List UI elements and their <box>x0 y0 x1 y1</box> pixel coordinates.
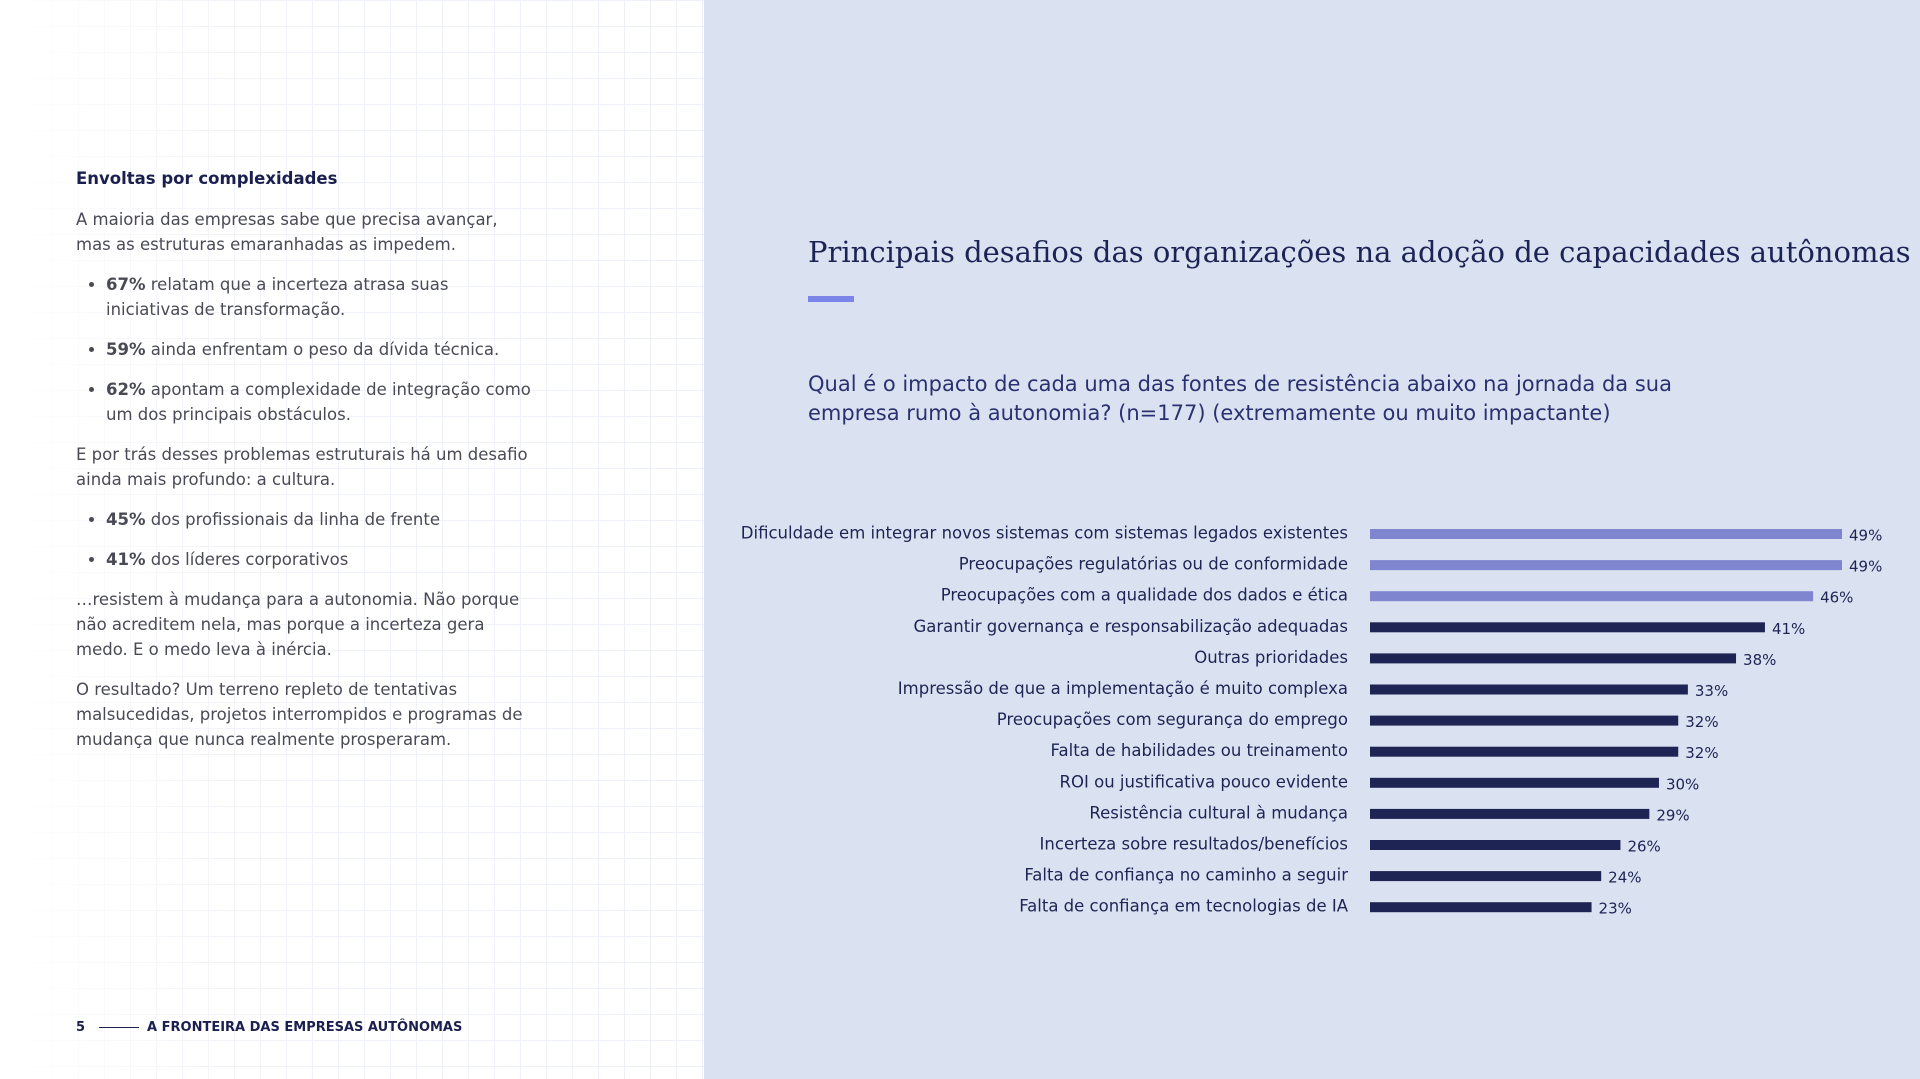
bullet-text: ainda enfrentam o peso da dívida técnica… <box>150 340 500 359</box>
category-label: Garantir governança e responsabilização … <box>913 617 1348 636</box>
category-label: Outras prioridades <box>1194 648 1348 667</box>
footer-rule <box>99 1027 140 1028</box>
body-text: Envoltas por complexidades A maioria das… <box>76 166 536 767</box>
bullet-list: 45% dos profissionais da linha de frente… <box>76 507 536 572</box>
value-label: 29% <box>1656 806 1689 824</box>
category-label: Dificuldade em integrar novos sistemas c… <box>741 524 1348 543</box>
paragraph: A maioria das empresas sabe que precisa … <box>76 210 498 254</box>
footer: 5 A FRONTEIRA DAS EMPRESAS AUTÔNOMAS <box>76 1020 462 1035</box>
bar <box>1370 808 1650 819</box>
value-label: 30% <box>1666 775 1699 793</box>
bullet-list: 67% relatam que a incerteza atrasa suas … <box>76 272 536 427</box>
bullet-stat: 62% <box>106 380 146 399</box>
page-number: 5 <box>76 1020 86 1035</box>
category-label: Falta de habilidades ou treinamento <box>1051 741 1348 760</box>
footer-title: A FRONTEIRA DAS EMPRESAS AUTÔNOMAS <box>147 1020 463 1035</box>
value-label: 46% <box>1820 589 1853 607</box>
category-label: Preocupações regulatórias ou de conformi… <box>959 555 1348 574</box>
paragraph: O resultado? Um terreno repleto de tenta… <box>76 680 523 749</box>
value-label: 38% <box>1743 651 1776 669</box>
bar <box>1370 715 1679 726</box>
bullet-stat: 67% <box>106 275 146 294</box>
bullet: 59% ainda enfrentam o peso da dívida téc… <box>106 337 536 362</box>
category-label: Preocupações com segurança do emprego <box>997 710 1348 729</box>
bullet-text: relatam que a incerteza atrasa suas inic… <box>106 275 449 319</box>
bar <box>1370 560 1842 571</box>
bullet-text: dos profissionais da linha de frente <box>150 510 441 529</box>
bullet-stat: 41% <box>106 550 146 569</box>
right-panel <box>704 0 1920 1079</box>
bullet: 45% dos profissionais da linha de frente <box>106 507 536 532</box>
bullet: 62% apontam a complexidade de integração… <box>106 377 536 427</box>
bar <box>1370 684 1688 695</box>
bullet-text: apontam a complexidade de integração com… <box>106 380 531 424</box>
bar <box>1370 840 1621 850</box>
chart-title: Principais desafios das organizações na … <box>808 235 1911 269</box>
bullet-text: dos líderes corporativos <box>150 550 349 569</box>
category-label: Preocupações com a qualidade dos dados e… <box>941 586 1348 605</box>
value-label: 49% <box>1849 527 1882 545</box>
value-label: 26% <box>1627 838 1660 856</box>
bullet: 67% relatam que a incerteza atrasa suas … <box>106 272 536 322</box>
value-label: 49% <box>1849 558 1882 576</box>
value-label: 41% <box>1772 620 1805 638</box>
value-label: 24% <box>1608 869 1641 887</box>
bullet-stat: 45% <box>106 510 146 529</box>
bar <box>1370 591 1814 602</box>
paragraph: E por trás desses problemas estruturais … <box>76 445 528 489</box>
category-label: Falta de confiança em tecnologias de IA <box>1019 897 1349 916</box>
left-panel: Envoltas por complexidades A maioria das… <box>0 0 704 1079</box>
category-label: ROI ou justificativa pouco evidente <box>1060 772 1348 791</box>
category-label: Resistência cultural à mudança <box>1089 803 1348 822</box>
paragraph: …resistem à mudança para a autonomia. Nã… <box>76 590 520 659</box>
bar <box>1370 871 1602 882</box>
category-label: Impressão de que a implementação é muito… <box>898 679 1348 698</box>
bullet: 41% dos líderes corporativos <box>106 547 536 572</box>
bar <box>1370 653 1737 664</box>
chart-subtitle: Qual é o impacto de cada uma das fontes … <box>808 372 1672 425</box>
value-label: 32% <box>1685 744 1718 762</box>
subtitle-box: Qual é o impacto de cada uma das fontes … <box>808 372 1672 425</box>
bar <box>1370 777 1659 788</box>
accent-bar <box>808 296 854 302</box>
bar <box>1370 529 1842 539</box>
category-label: Incerteza sobre resultados/benefícios <box>1040 835 1348 854</box>
bar <box>1370 902 1592 913</box>
value-label: 23% <box>1599 900 1632 918</box>
bullet-stat: 59% <box>106 340 146 359</box>
value-label: 33% <box>1695 682 1728 700</box>
heading: Envoltas por complexidades <box>76 169 338 188</box>
category-label: Falta de confiança no caminho a seguir <box>1024 866 1348 885</box>
bar <box>1370 622 1765 633</box>
value-label: 32% <box>1685 713 1718 731</box>
bar <box>1370 746 1679 757</box>
